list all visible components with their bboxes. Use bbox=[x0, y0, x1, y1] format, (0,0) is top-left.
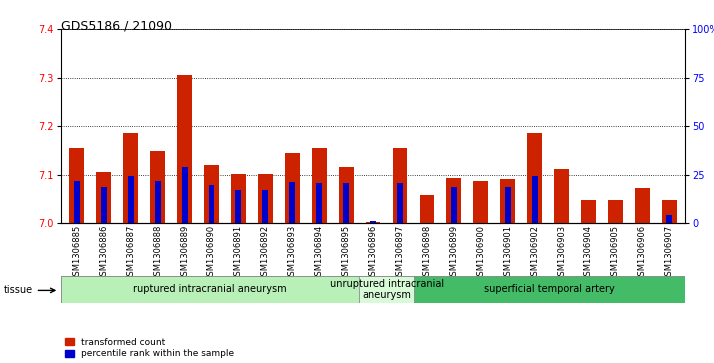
Bar bbox=[204, 165, 219, 223]
Bar bbox=[343, 183, 349, 223]
Bar bbox=[608, 200, 623, 223]
Bar bbox=[662, 200, 677, 223]
Bar bbox=[181, 167, 188, 223]
Bar bbox=[236, 190, 241, 223]
Bar bbox=[446, 178, 461, 223]
Bar bbox=[554, 169, 569, 223]
Bar bbox=[527, 134, 542, 223]
Bar bbox=[289, 182, 296, 223]
Bar bbox=[505, 187, 511, 223]
Legend: transformed count, percentile rank within the sample: transformed count, percentile rank withi… bbox=[65, 338, 235, 359]
Bar bbox=[501, 179, 515, 223]
Bar bbox=[666, 215, 673, 223]
Bar bbox=[69, 148, 84, 223]
Bar bbox=[155, 180, 161, 223]
Bar bbox=[177, 75, 192, 223]
Bar bbox=[74, 180, 80, 223]
Bar bbox=[101, 187, 106, 223]
Bar bbox=[532, 176, 538, 223]
Bar bbox=[208, 185, 214, 223]
Bar bbox=[635, 188, 650, 223]
Bar bbox=[124, 134, 138, 223]
Text: ruptured intracranial aneurysm: ruptured intracranial aneurysm bbox=[134, 285, 287, 294]
Bar bbox=[414, 276, 685, 303]
Bar bbox=[61, 276, 359, 303]
Bar bbox=[150, 151, 165, 223]
Bar bbox=[338, 167, 353, 223]
Bar bbox=[312, 148, 326, 223]
Bar bbox=[231, 174, 246, 223]
Text: superficial temporal artery: superficial temporal artery bbox=[484, 285, 615, 294]
Bar bbox=[581, 200, 596, 223]
Bar bbox=[397, 183, 403, 223]
Bar bbox=[258, 174, 273, 223]
Bar bbox=[451, 187, 457, 223]
Bar bbox=[316, 183, 322, 223]
Bar bbox=[128, 176, 134, 223]
Bar bbox=[366, 222, 381, 223]
Bar bbox=[262, 190, 268, 223]
Bar bbox=[473, 180, 488, 223]
Bar bbox=[96, 172, 111, 223]
Text: unruptured intracranial
aneurysm: unruptured intracranial aneurysm bbox=[330, 279, 443, 300]
Bar bbox=[285, 153, 300, 223]
Bar bbox=[370, 221, 376, 223]
Text: tissue: tissue bbox=[4, 285, 33, 295]
Bar bbox=[393, 148, 408, 223]
Bar bbox=[420, 195, 434, 223]
Text: GDS5186 / 21090: GDS5186 / 21090 bbox=[61, 20, 171, 33]
Bar bbox=[359, 276, 414, 303]
